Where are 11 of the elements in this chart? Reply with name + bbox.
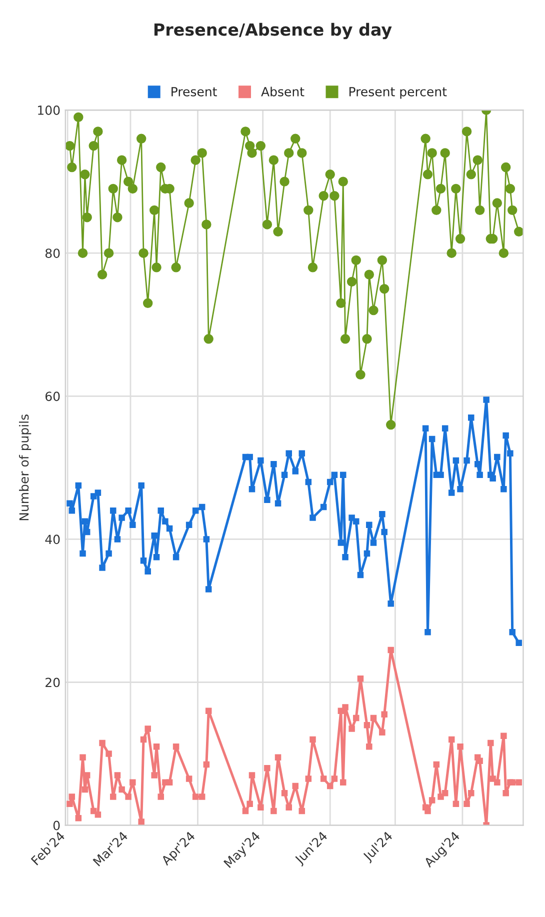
- y-tick-label: 20: [46, 678, 60, 688]
- legend-label: Present percent: [349, 87, 447, 99]
- y-tick-label: 100: [38, 106, 60, 115]
- y-tick-label: 80: [45, 248, 60, 258]
- legend-label: Present: [172, 87, 217, 96]
- y-tick-label: 40: [45, 534, 60, 544]
- y-tick-label: 0: [53, 820, 60, 830]
- chart-title: Presence/Absence by day: [154, 22, 392, 40]
- y-tick-label: 60: [46, 392, 60, 402]
- legend-label: Absent: [261, 86, 304, 96]
- y-axis-title: Number of pupils: [19, 414, 32, 520]
